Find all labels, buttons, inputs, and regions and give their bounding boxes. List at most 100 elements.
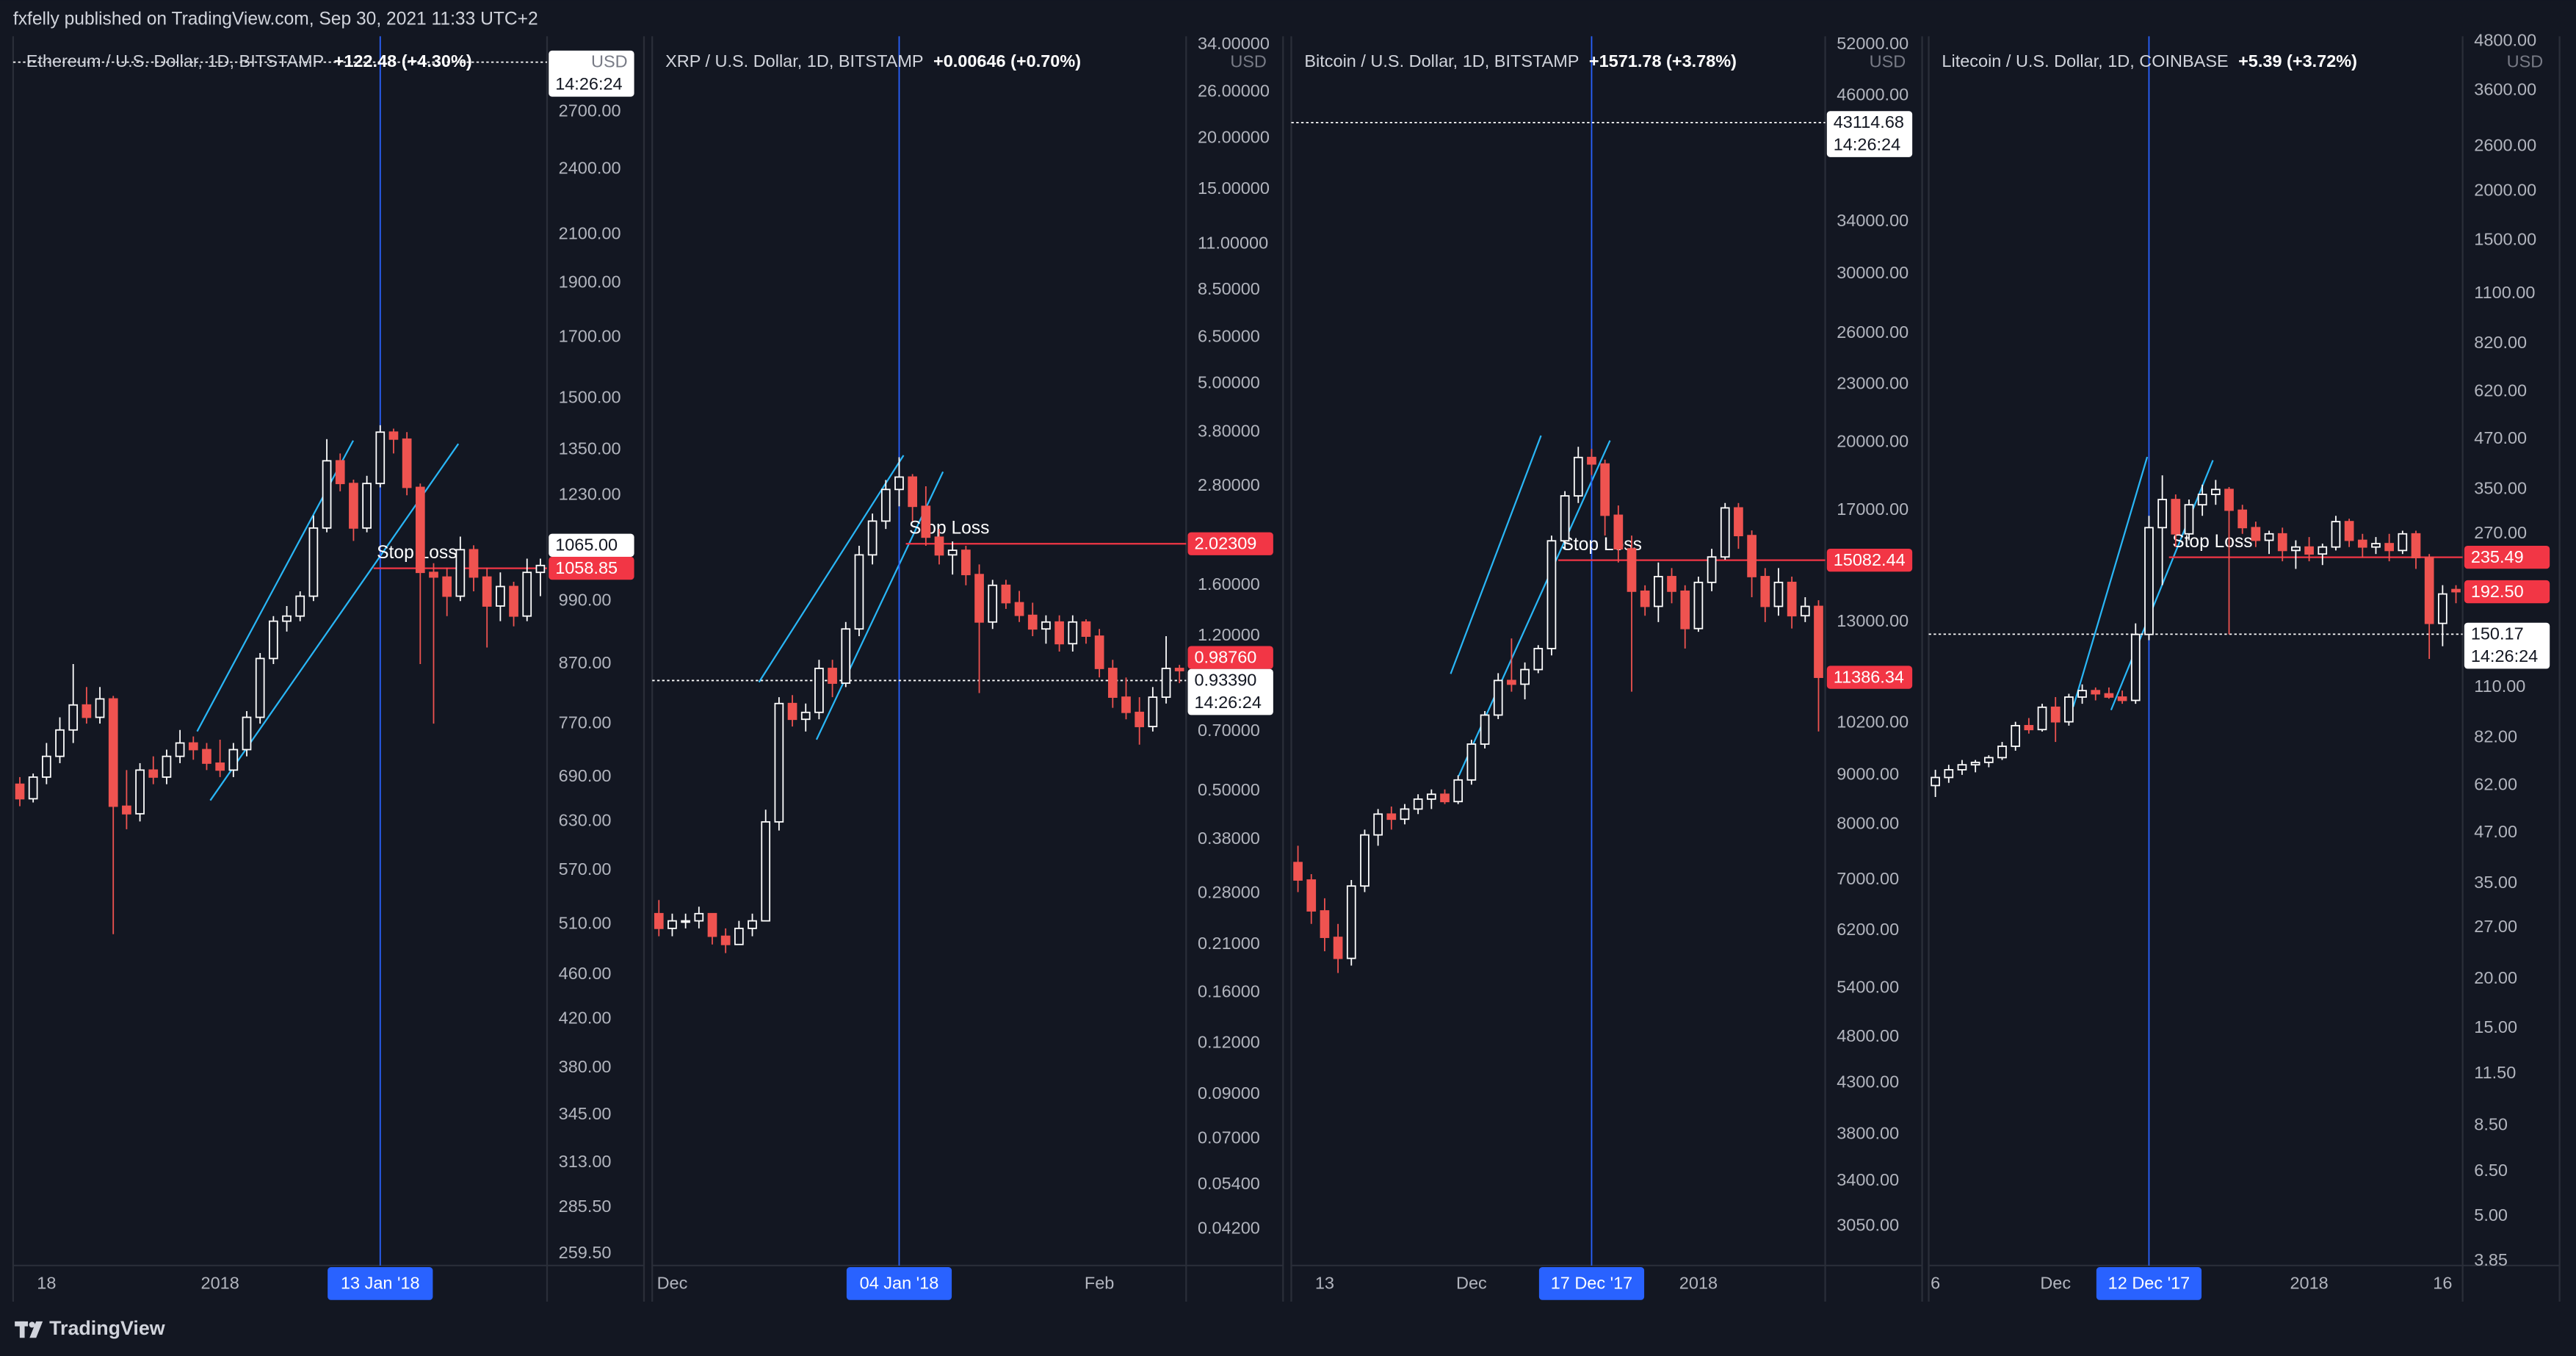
crosshair-date-label: 12 Dec '17	[2108, 1274, 2190, 1293]
candle-body	[761, 821, 771, 922]
y-tick-label: 1350.00	[559, 439, 621, 458]
candle-body	[1800, 605, 1810, 617]
x-tick-label: Feb	[1085, 1274, 1114, 1293]
candle-body	[1161, 668, 1171, 698]
x-tick-label: 16	[2433, 1274, 2452, 1293]
candle-body	[1400, 808, 1410, 821]
crosshair-date-badge	[846, 1267, 952, 1300]
candle-body	[468, 549, 479, 578]
y-tick-label: 17000.00	[1837, 500, 1909, 519]
candle-body	[2344, 521, 2354, 541]
price-tag	[2464, 622, 2550, 669]
x-tick-label: Dec	[657, 1274, 688, 1293]
y-tick-label: 11.50	[2474, 1063, 2516, 1082]
candle-body	[362, 483, 372, 529]
y-tick-label: 4800.00	[2474, 31, 2536, 50]
candle-body	[2331, 521, 2341, 548]
crosshair-date-badge	[328, 1267, 433, 1300]
candle-body	[1333, 937, 1343, 959]
candle-body	[1493, 679, 1503, 716]
candle-body	[894, 476, 904, 491]
y-tick-label: 1900.00	[559, 273, 621, 292]
candle-body	[1346, 885, 1356, 959]
price-tag	[1826, 666, 1913, 689]
candle-body	[1587, 456, 1596, 465]
candle-body	[2050, 706, 2061, 723]
candle-body	[2184, 504, 2194, 535]
y-tick-label: 13000.00	[1837, 611, 1909, 630]
price-tag-countdown: 14:26:24	[2471, 646, 2538, 666]
y-tick-label: 3600.00	[2474, 80, 2536, 99]
x-tick-label: Dec	[1456, 1274, 1487, 1293]
candle-body	[148, 769, 159, 778]
y-tick-label: 30000.00	[1837, 263, 1909, 282]
candle-body	[535, 564, 546, 574]
price-tag-countdown: 14:26:24	[555, 74, 622, 93]
price-line-note: Stop Loss	[2172, 532, 2252, 552]
y-tick-label: 870.00	[559, 653, 612, 672]
y-tick-label: 9000.00	[1837, 765, 1899, 784]
y-tick-label: 1.20000	[1198, 625, 1260, 644]
candle-body	[482, 576, 492, 607]
y-tick-label: 460.00	[559, 964, 612, 983]
y-tick-label: 3.85	[2474, 1250, 2508, 1269]
y-tick-label: 8000.00	[1837, 813, 1899, 832]
y-tick-label: 47.00	[2474, 822, 2517, 841]
candle-body	[255, 657, 265, 718]
price-tag-label: 192.50	[2471, 582, 2524, 601]
y-tick-label: 2400.00	[559, 159, 621, 178]
chart-title: XRP / U.S. Dollar, 1D, BITSTAMP +0.00646 …	[665, 51, 1081, 71]
x-tick-label: 6	[1931, 1274, 1940, 1293]
x-tick-label: 2018	[2290, 1274, 2328, 1293]
y-tick-label: 770.00	[559, 713, 612, 732]
candle-body	[1970, 761, 1980, 766]
candle-body	[1560, 495, 1570, 542]
candle-body	[2064, 696, 2074, 723]
y-tick-label: 0.38000	[1198, 829, 1260, 848]
candle-body	[1627, 548, 1637, 592]
y-tick-label: 345.00	[559, 1104, 612, 1123]
candle-body	[108, 698, 118, 807]
y-tick-label: 7000.00	[1837, 869, 1899, 888]
candle-body	[828, 668, 837, 684]
candle-body	[1707, 556, 1717, 583]
candle-body	[162, 755, 172, 778]
y-tick-label: 82.00	[2474, 727, 2517, 746]
y-tick-label: 3.80000	[1198, 422, 1260, 441]
candle-body	[2130, 633, 2141, 702]
candle-body	[282, 615, 292, 622]
logo-part	[19, 1321, 25, 1338]
channel-line	[2072, 456, 2149, 707]
candle-body	[1680, 590, 1690, 630]
chart-title: Ethereum / U.S. Dollar, 1D, BITSTAMP +122…	[26, 51, 472, 71]
candle-body	[2384, 543, 2395, 552]
candle-body	[988, 584, 998, 623]
candle-body	[188, 742, 198, 751]
y-tick-label: 630.00	[559, 810, 612, 829]
price-line-note: Stop Loss	[909, 519, 989, 538]
candle-body	[681, 920, 690, 923]
candle-body	[667, 920, 677, 929]
y-tick-label: 990.00	[559, 590, 612, 609]
candle-body	[1360, 834, 1370, 887]
y-tick-label: 259.50	[559, 1243, 612, 1262]
price-tag	[2464, 580, 2550, 604]
x-tick-label: 18	[37, 1274, 56, 1293]
candle-body	[1507, 679, 1516, 685]
price-tag	[1187, 646, 1273, 669]
y-tick-label: 0.16000	[1198, 981, 1260, 1000]
candle-body	[1533, 648, 1544, 671]
candle-body	[509, 585, 518, 617]
candle-body	[1041, 621, 1051, 630]
y-tick-label: 6200.00	[1837, 920, 1899, 939]
candle-body	[375, 431, 386, 485]
candle-body	[2077, 690, 2087, 698]
candle-body	[1654, 576, 1663, 607]
channel-line	[1450, 435, 1542, 674]
candle-body	[2251, 527, 2261, 541]
candle-body	[748, 920, 757, 929]
candle-body	[2411, 533, 2421, 558]
